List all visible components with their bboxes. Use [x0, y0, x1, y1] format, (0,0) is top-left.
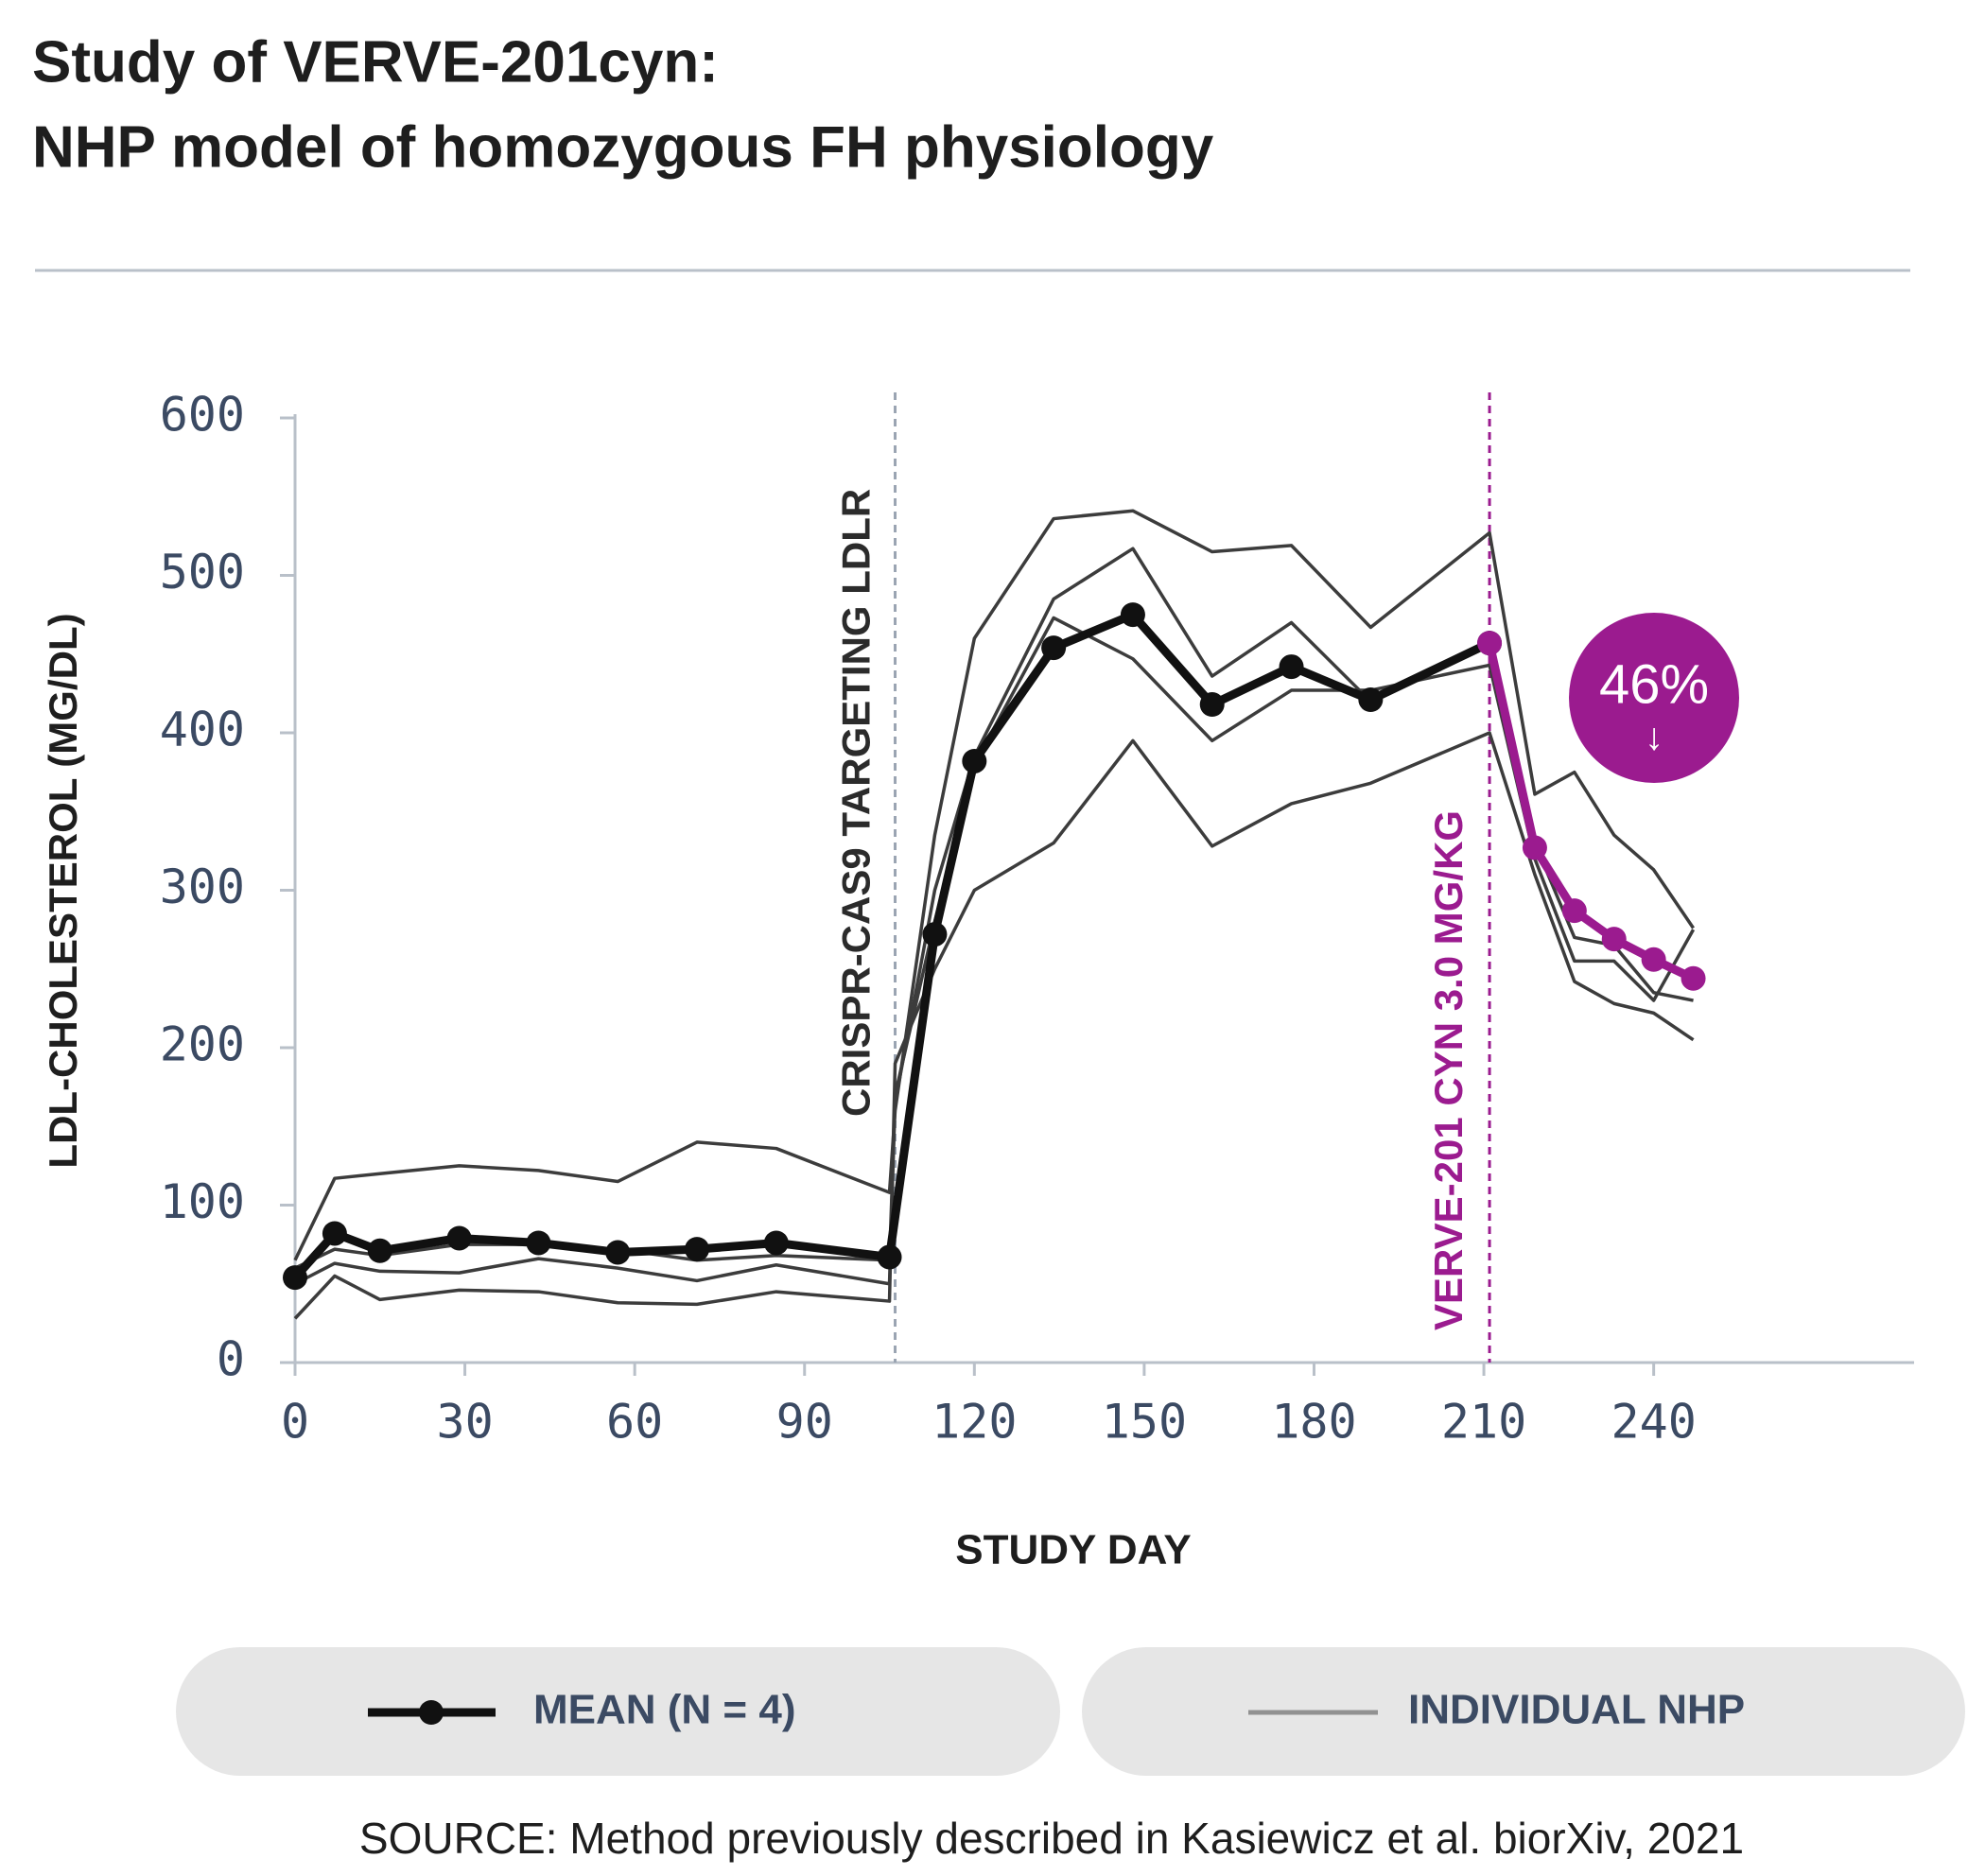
- x-tick-label: 180: [1271, 1395, 1356, 1450]
- y-tick-label: 500: [160, 545, 245, 599]
- mean-point: [322, 1221, 347, 1246]
- mean-point: [367, 1238, 392, 1263]
- chart-title: Study of VERVE-201cyn:: [32, 29, 719, 95]
- mean-point: [1681, 965, 1706, 991]
- y-tick-label: 300: [160, 860, 245, 914]
- y-axis-label: LDL-CHOLESTEROL (MG/DL): [41, 613, 85, 1168]
- mean-point: [283, 1265, 307, 1291]
- mean-point: [1199, 692, 1225, 718]
- y-tick-label: 400: [160, 703, 245, 757]
- individual-line: [293, 509, 1695, 1261]
- x-tick-label: 0: [281, 1395, 309, 1450]
- y-tick-label: 100: [160, 1174, 245, 1229]
- chart-title: NHP model of homozygous FH physiology: [32, 114, 1214, 180]
- mean-point: [877, 1244, 902, 1270]
- y-tick-label: 200: [160, 1017, 245, 1072]
- mean-point: [1041, 635, 1067, 661]
- x-tick-label: 120: [932, 1395, 1017, 1450]
- x-tick-label: 210: [1441, 1395, 1526, 1450]
- event-label: VERVE-201 CYN 3.0 MG/KG: [1426, 810, 1471, 1330]
- individual-line: [293, 731, 1695, 1320]
- source-note: SOURCE: Method previously described in K…: [359, 1814, 1744, 1863]
- legend-label: INDIVIDUAL NHP: [1408, 1687, 1745, 1733]
- x-tick-label: 60: [606, 1395, 663, 1450]
- callout-circle: [1569, 613, 1739, 783]
- y-tick-label: 600: [160, 388, 245, 443]
- individual-line: [294, 547, 1694, 1270]
- mean-point: [1561, 898, 1587, 924]
- mean-point: [685, 1237, 710, 1262]
- mean-point: [1641, 947, 1666, 972]
- legend-pill: [176, 1647, 1060, 1776]
- mean-point: [1358, 687, 1384, 713]
- y-tick-label: 0: [217, 1332, 245, 1387]
- mean-point: [446, 1225, 472, 1251]
- mean-point: [605, 1240, 631, 1265]
- legend-marker: [419, 1700, 444, 1725]
- mean-point: [526, 1230, 551, 1256]
- x-tick-label: 240: [1611, 1395, 1696, 1450]
- legend-label: MEAN (N = 4): [533, 1687, 795, 1733]
- mean-point: [922, 922, 948, 947]
- mean-point: [1120, 602, 1145, 628]
- mean-point: [962, 748, 987, 773]
- mean-point: [763, 1230, 789, 1256]
- x-axis-label: STUDY DAY: [955, 1527, 1191, 1573]
- mean-point: [1601, 927, 1627, 952]
- mean-point: [1522, 835, 1547, 860]
- legend-pill: [1082, 1647, 1965, 1776]
- mean-point: [1477, 631, 1503, 656]
- event-label: CRISPR-CAS9 TARGETING LDLR: [834, 489, 879, 1117]
- x-tick-label: 30: [436, 1395, 493, 1450]
- x-tick-label: 150: [1102, 1395, 1187, 1450]
- callout-label: 46%: [1599, 653, 1709, 715]
- x-tick-label: 90: [776, 1395, 833, 1450]
- callout-arrow: ↓: [1645, 717, 1663, 758]
- mean-point: [1279, 654, 1304, 680]
